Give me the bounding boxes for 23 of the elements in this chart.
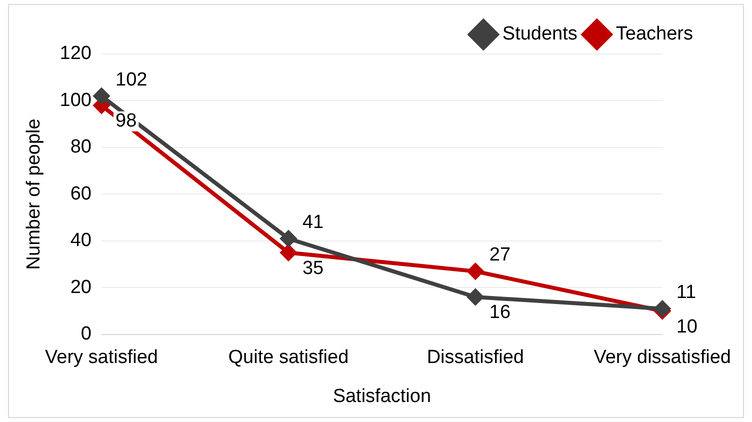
- data-label: 41: [302, 212, 324, 233]
- data-label: 10: [676, 316, 698, 338]
- y-tick-label: 20: [70, 276, 92, 298]
- x-tick-label: Very dissatisfied: [594, 347, 732, 368]
- data-label: 102: [116, 69, 148, 90]
- x-tick-label: Dissatisfied: [426, 347, 524, 368]
- data-label: 11: [676, 282, 696, 303]
- y-tick-label: 120: [60, 43, 92, 64]
- data-label: 35: [302, 258, 324, 279]
- y-axis-title: Number of people: [24, 118, 45, 270]
- x-tick-label: Quite satisfied: [228, 347, 349, 368]
- y-tick-label: 40: [70, 230, 92, 252]
- y-tick-label: 80: [70, 136, 92, 158]
- legend-label: Teachers: [616, 24, 694, 45]
- y-tick-label: 100: [60, 90, 92, 111]
- data-label: 98: [116, 110, 137, 132]
- x-axis-title: Satisfaction: [332, 386, 432, 407]
- y-tick-label: 60: [70, 183, 92, 204]
- data-label: 27: [489, 244, 511, 266]
- x-tick-label: Very satisfied: [45, 347, 158, 368]
- data-label: 16: [489, 302, 511, 324]
- y-tick-label: 0: [80, 324, 92, 345]
- legend-label: Students: [502, 24, 578, 45]
